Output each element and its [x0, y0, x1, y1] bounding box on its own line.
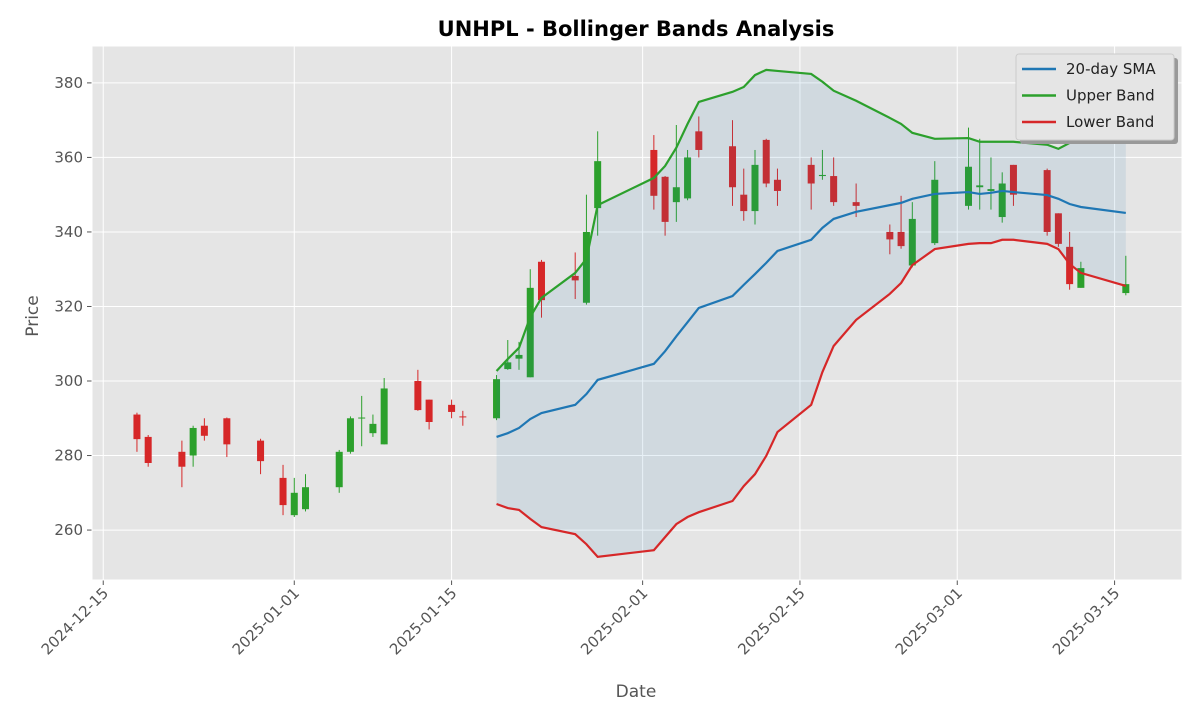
y-axis-label: Price — [23, 295, 43, 336]
candle-body — [695, 131, 703, 150]
candle-body — [672, 187, 680, 203]
y-tick-label: 300 — [54, 372, 83, 390]
candle-body — [729, 146, 737, 188]
candle-body — [223, 418, 231, 445]
candle-body — [526, 287, 534, 378]
x-tick-label: 2025-02-01 — [577, 584, 651, 658]
candle-body — [189, 427, 197, 456]
line-series — [495, 68, 1126, 372]
y-tick-label: 280 — [54, 447, 83, 465]
candle-body — [908, 218, 916, 266]
x-tick-label: 2025-01-15 — [386, 584, 460, 658]
candle-body — [335, 451, 343, 488]
candle-body — [571, 275, 579, 281]
plot-area — [92, 46, 1182, 580]
x-axis-label: Date — [616, 682, 657, 702]
candle-body — [818, 174, 826, 177]
y-tick-label: 340 — [54, 223, 83, 241]
candle-body — [931, 179, 939, 244]
y-tick-label: 320 — [54, 297, 83, 315]
line-series — [496, 189, 1126, 438]
x-tick-label: 2025-02-15 — [734, 584, 808, 658]
x-tick-label: 2024-12-15 — [38, 584, 112, 658]
candle-body — [998, 183, 1006, 218]
candle-body — [144, 436, 152, 463]
candle-body — [886, 231, 894, 240]
candle-body — [1066, 246, 1074, 285]
candle-body — [650, 149, 658, 196]
candle-body — [751, 164, 759, 212]
legend-label: 20-day SMA — [1066, 60, 1156, 78]
candle-body — [987, 189, 995, 191]
candle-body — [1009, 164, 1017, 195]
candle-body — [1054, 213, 1062, 244]
candle-body — [740, 194, 748, 212]
candle-body — [358, 417, 366, 419]
candle-body — [346, 418, 354, 452]
candle-body — [425, 399, 433, 422]
candle-body — [369, 423, 377, 434]
candle-body — [897, 231, 905, 247]
legend-label: Upper Band — [1066, 87, 1155, 105]
candle-body — [852, 202, 860, 206]
candle-body — [302, 487, 310, 510]
plot-frame — [91, 45, 1183, 581]
candle-body — [807, 164, 815, 184]
candle-body — [279, 477, 287, 506]
candle-body — [448, 404, 456, 412]
candle-body — [1122, 284, 1130, 294]
candle-body — [200, 425, 208, 436]
candle-body — [773, 179, 781, 191]
candle-body — [414, 381, 422, 411]
candle-body — [133, 414, 141, 440]
candle-body — [380, 388, 388, 445]
candle-body — [290, 492, 298, 516]
candle-body — [1043, 170, 1051, 232]
legend-label: Lower Band — [1066, 113, 1154, 131]
candle-body — [257, 440, 265, 462]
candle-body — [661, 176, 669, 222]
candle-body — [459, 416, 467, 418]
x-tick-label: 2025-03-15 — [1049, 584, 1123, 658]
candle-body — [582, 231, 590, 303]
candle-body — [493, 379, 501, 419]
candle-body — [178, 451, 186, 467]
candle-body — [515, 354, 523, 359]
candle-body — [762, 139, 770, 184]
legend — [1015, 53, 1175, 141]
candle-body — [684, 157, 692, 199]
chart-title: UNHPL - Bollinger Bands Analysis — [438, 17, 835, 41]
y-tick-label: 260 — [54, 521, 83, 539]
y-tick-label: 360 — [54, 148, 83, 166]
candle-body — [504, 362, 512, 370]
x-tick-label: 2025-01-01 — [229, 584, 303, 658]
y-tick-label: 380 — [54, 74, 83, 92]
candle-body — [537, 261, 545, 301]
candle-body — [964, 166, 972, 206]
candle-body — [594, 161, 602, 209]
x-tick-label: 2025-03-01 — [892, 584, 966, 658]
candle-body — [1077, 268, 1085, 288]
candle-body — [976, 185, 984, 188]
candle-body — [830, 176, 838, 203]
line-series — [496, 238, 1127, 559]
